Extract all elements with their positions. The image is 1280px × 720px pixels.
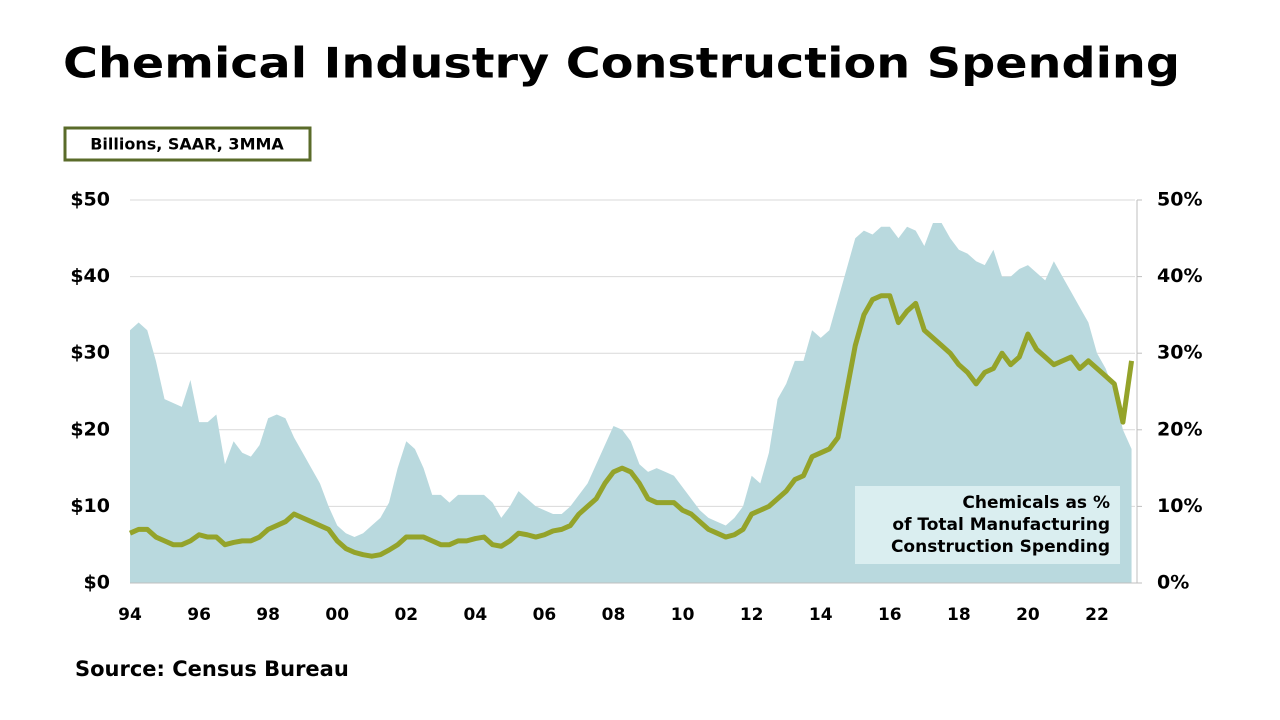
y-tick-label: $30: [70, 342, 110, 364]
annotation: Chemicals as %: [962, 493, 1110, 513]
x-tick-label: 12: [740, 605, 764, 625]
x-tick-label: 06: [533, 605, 557, 625]
y2-tick-label: 10%: [1157, 495, 1202, 517]
y2-tick-label: 20%: [1157, 418, 1202, 440]
x-tick-label: 18: [947, 605, 971, 625]
unit-label: Billions, SAAR, 3MMA: [90, 135, 284, 154]
x-tick-label: 16: [878, 605, 902, 625]
y-tick-label: $40: [70, 265, 110, 287]
x-tick-label: 20: [1016, 605, 1040, 625]
y2-tick-label: 50%: [1157, 189, 1202, 211]
source: Source: Census Bureau: [75, 657, 349, 681]
x-tick-label: 00: [325, 605, 349, 625]
y-tick-label: $10: [70, 495, 110, 517]
x-tick-label: 14: [809, 605, 833, 625]
y-tick-label: $20: [70, 418, 110, 440]
annotation: of Total Manufacturing: [892, 515, 1110, 535]
annotation: Construction Spending: [891, 537, 1110, 557]
y-tick-label: $50: [70, 189, 110, 211]
y-tick-label: $0: [84, 572, 110, 594]
x-tick-label: 96: [187, 605, 211, 625]
overlay: Chemicals as % of Total Manufacturing Co…: [855, 486, 1120, 564]
y2-tick-label: 40%: [1157, 265, 1202, 287]
x-tick-label: 02: [394, 605, 418, 625]
y2-tick-label: 30%: [1157, 342, 1202, 364]
x-tick-label: 22: [1085, 605, 1109, 625]
unit-badge: [63, 126, 312, 162]
x-tick-label: 94: [118, 605, 142, 625]
chart-title: Chemical Industry Construction Spending: [63, 39, 1180, 88]
x-tick-label: 04: [464, 605, 488, 625]
y2-tick-label: 0%: [1157, 572, 1189, 594]
x-tick-label: 98: [256, 605, 280, 625]
annotation-box: [855, 486, 1120, 564]
line: [128, 293, 1135, 559]
x-tick-label: 10: [671, 605, 695, 625]
x-tick-label: 08: [602, 605, 626, 625]
